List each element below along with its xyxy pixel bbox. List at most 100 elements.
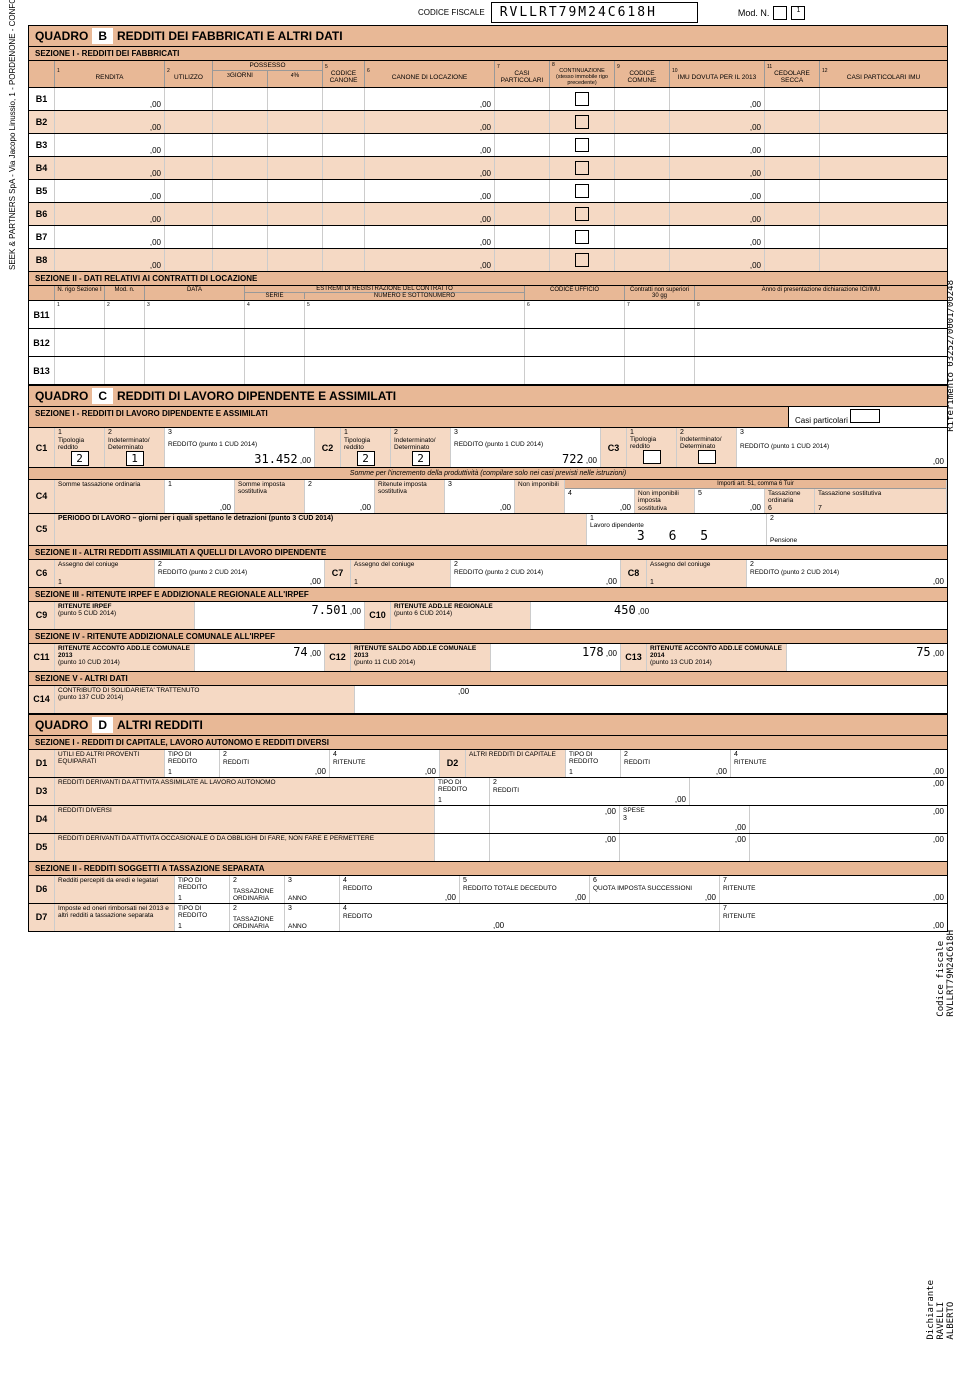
row-d4: D4 REDDITI DIVERSI ,00 SPESE3,00 ,00 xyxy=(28,806,948,834)
row-b6: B6 ,00 ,00 ,00 xyxy=(28,203,948,226)
row-c9: C9 RITENUTE IRPEF(punto 5 CUD 2014) 7.50… xyxy=(28,602,948,630)
quadro-c-banner: QUADRO C REDDITI DI LAVORO DIPENDENTE E … xyxy=(28,385,948,407)
mod-n-box xyxy=(773,6,787,20)
row-c4: C4 Somme tassazione ordinaria 1,00 Somme… xyxy=(28,480,948,513)
row-c5: C5 PERIODO DI LAVORO – giorni per i qual… xyxy=(28,514,948,546)
row-b8: B8 ,00 ,00 ,00 xyxy=(28,249,948,272)
row-c11: C11 RITENUTE ACCONTO ADD.LE COMUNALE 201… xyxy=(28,644,948,672)
c12-v: 178 xyxy=(582,645,604,659)
qc-casi: Casi particolari xyxy=(788,407,948,428)
d6-a: Redditi percepiti da eredi e legatari xyxy=(58,877,171,884)
row-b7: B7 ,00 ,00 ,00 xyxy=(28,226,948,249)
qc-somme: Somme per l'incremento della produttivit… xyxy=(28,468,948,480)
c-codcan: CODICE CANONE xyxy=(325,70,362,84)
c1-red: REDDITO (punto 1 CUD 2014) xyxy=(168,441,311,448)
qb-sez1: SEZIONE I - REDDITI DEI FABBRICATI xyxy=(28,47,948,61)
qd-sez2: SEZIONE II - REDDITI SOGGETTI A TASSAZIO… xyxy=(28,862,948,876)
d6-an: ANNO xyxy=(288,895,336,902)
c4-imp: Importi art. 51, comma 6 Tuir xyxy=(565,480,946,489)
row-c14: C14 CONTRIBUTO DI SOLIDARIETA' TRATTENUT… xyxy=(28,686,948,714)
row-d6: D6 Redditi percepiti da eredi e legatari… xyxy=(28,876,948,904)
row-b1: B1 ,00 ,00 ,00 xyxy=(28,88,948,111)
d6-to: TASSAZIONE ORDINARIA xyxy=(233,888,281,902)
d4-a: REDDITI DIVERSI xyxy=(58,807,431,814)
c-giorni: GIORNI xyxy=(230,72,253,79)
qb-t2: B xyxy=(92,28,113,44)
c-pct: % xyxy=(294,72,300,79)
c-poss: POSSESSO xyxy=(213,61,322,71)
qb-thead: 1RENDITA 2UTILIZZO POSSESSO 3GIORNI 4% 5… xyxy=(28,61,948,88)
qd-t2: D xyxy=(92,717,113,733)
c2-vtip: 2 xyxy=(357,451,375,466)
row-b3: B3 ,00 ,00 ,00 xyxy=(28,134,948,157)
c11-v: 74 xyxy=(293,645,307,659)
s2-h: Anno di presentazione dichiarazione ICI/… xyxy=(695,286,947,300)
c4-e: Non imponibili imposta sostitutiva xyxy=(638,490,691,511)
c-codcom: CODICE COMUNE xyxy=(617,70,667,84)
s2-d: SERIE xyxy=(245,293,305,299)
c4-f: Tassazione ordinaria xyxy=(768,490,811,504)
c5-pen: Pensione xyxy=(770,537,944,544)
c4-d: Non imponibili xyxy=(518,481,561,488)
c-rendita: RENDITA xyxy=(57,74,162,81)
row-b2: B2 ,00 ,00 ,00 xyxy=(28,111,948,134)
c1-vtip1: 2 xyxy=(71,451,89,466)
mod-n: 1 xyxy=(791,6,805,20)
c-casi: CASI PARTICOLARI xyxy=(497,70,547,84)
side-text-right-bot: Dichiarante RAVELLI ALBERTO xyxy=(926,1280,956,1340)
c4-g: Tassazione sostitutiva xyxy=(818,490,943,497)
row-d7: D7 Imposte ed oneri rimborsati nel 2013 … xyxy=(28,904,948,932)
s2-c: DATA xyxy=(145,286,245,300)
d5-a: REDDITI DERIVANTI DA ATTIVITA OCCASIONAL… xyxy=(58,835,431,842)
c5-lbl: PERIODO DI LAVORO – giorni per i quali s… xyxy=(58,515,583,523)
mod-label: Mod. N. xyxy=(738,8,770,18)
c1-v1: 31.452 xyxy=(254,452,297,466)
c12-a: RITENUTE SALDO ADD.LE COMUNALE 2013 xyxy=(354,645,476,659)
c13-a: RITENUTE ACCONTO ADD.LE COMUNALE 2014 xyxy=(650,645,782,659)
c-canone: CANONE DI LOCAZIONE xyxy=(367,74,492,81)
c5-lav: Lavoro dipendente xyxy=(590,522,763,529)
row-b5: B5 ,00 ,00 ,00 xyxy=(28,180,948,203)
qd-t3: ALTRI REDDITI xyxy=(117,718,203,732)
d6-r: REDDITO xyxy=(343,885,456,892)
s2-e: NUMERO E SOTTONUMERO xyxy=(305,293,524,299)
s2-g: Contratti non superiori 30 gg xyxy=(625,286,695,300)
row-b13: B13 xyxy=(28,357,948,385)
d1-a: UTILI ED ALTRI PROVENTI EQUIPARATI xyxy=(58,751,161,765)
row-b4: B4 ,00 ,00 ,00 xyxy=(28,157,948,180)
c2-vind: 2 xyxy=(412,451,430,466)
side-text-right-mid: Codice fiscale RVLLRT79M24C618H xyxy=(936,930,956,1017)
side-text-left: SEEK & PARTNERS SpA - Via Jacopo Linussi… xyxy=(8,0,17,270)
s2-f: CODICE UFFICIO xyxy=(525,286,625,300)
qc-sez3: SEZIONE III - RITENUTE IRPEF E ADDIZIONA… xyxy=(28,588,948,602)
qc-sez4: SEZIONE IV - RITENUTE ADDIZIONALE COMUNA… xyxy=(28,630,948,644)
qb-sez2: SEZIONE II - DATI RELATIVI AI CONTRATTI … xyxy=(28,272,948,286)
c13-v: 75 xyxy=(916,645,930,659)
c4-b: Somme imposta sostitutiva xyxy=(238,481,301,495)
c6-a: Assegno del coniuge xyxy=(58,561,151,568)
d6-rt: RITENUTE xyxy=(723,885,944,892)
qb-t3: REDDITI DEI FABBRICATI E ALTRI DATI xyxy=(117,29,343,43)
c-casimu: CASI PARTICOLARI IMU xyxy=(822,74,945,81)
c1-tip: Tipologia reddito xyxy=(58,437,101,451)
c2-v: 722 xyxy=(562,452,584,466)
row-d3: D3 REDDITI DERIVANTI DA ATTIVITA ASSIMIL… xyxy=(28,778,948,806)
row-b11: B11 1 2 3 4 5 6 7 8 xyxy=(28,301,948,329)
c14-a: CONTRIBUTO DI SOLIDARIETA' TRATTENUTO xyxy=(58,687,200,694)
d1-tr: TIPO DI REDDITO xyxy=(168,751,216,765)
c-imu: IMU DOVUTA PER IL 2013 xyxy=(672,74,762,81)
c-utilizzo: UTILIZZO xyxy=(167,74,210,81)
c4-c: Ritenute imposta sostitutiva xyxy=(378,481,441,495)
qb-t1: QUADRO xyxy=(35,29,88,43)
s2-estr: ESTREMI DI REGISTRAZIONE DEL CONTRATTO xyxy=(245,286,524,293)
cf-value: RVLLRT79M24C618H xyxy=(491,2,698,23)
qc-t3: REDDITI DI LAVORO DIPENDENTE E ASSIMILAT… xyxy=(117,389,396,403)
c1-ind: Indeterminato/ Determinato xyxy=(108,437,161,451)
d2-a: ALTRI REDDITI DI CAPITALE xyxy=(469,751,562,758)
page-header: CODICE FISCALE RVLLRT79M24C618H Mod. N. … xyxy=(28,0,948,25)
row-c6: C6 Assegno del coniuge1 2REDDITO (punto … xyxy=(28,560,948,588)
quadro-d-banner: QUADRO D ALTRI REDDITI xyxy=(28,714,948,736)
d6-tr: TIPO DI REDDITO xyxy=(178,877,226,891)
c4-a: Somme tassazione ordinaria xyxy=(58,481,161,488)
d1-rt: RITENUTE xyxy=(333,759,436,766)
